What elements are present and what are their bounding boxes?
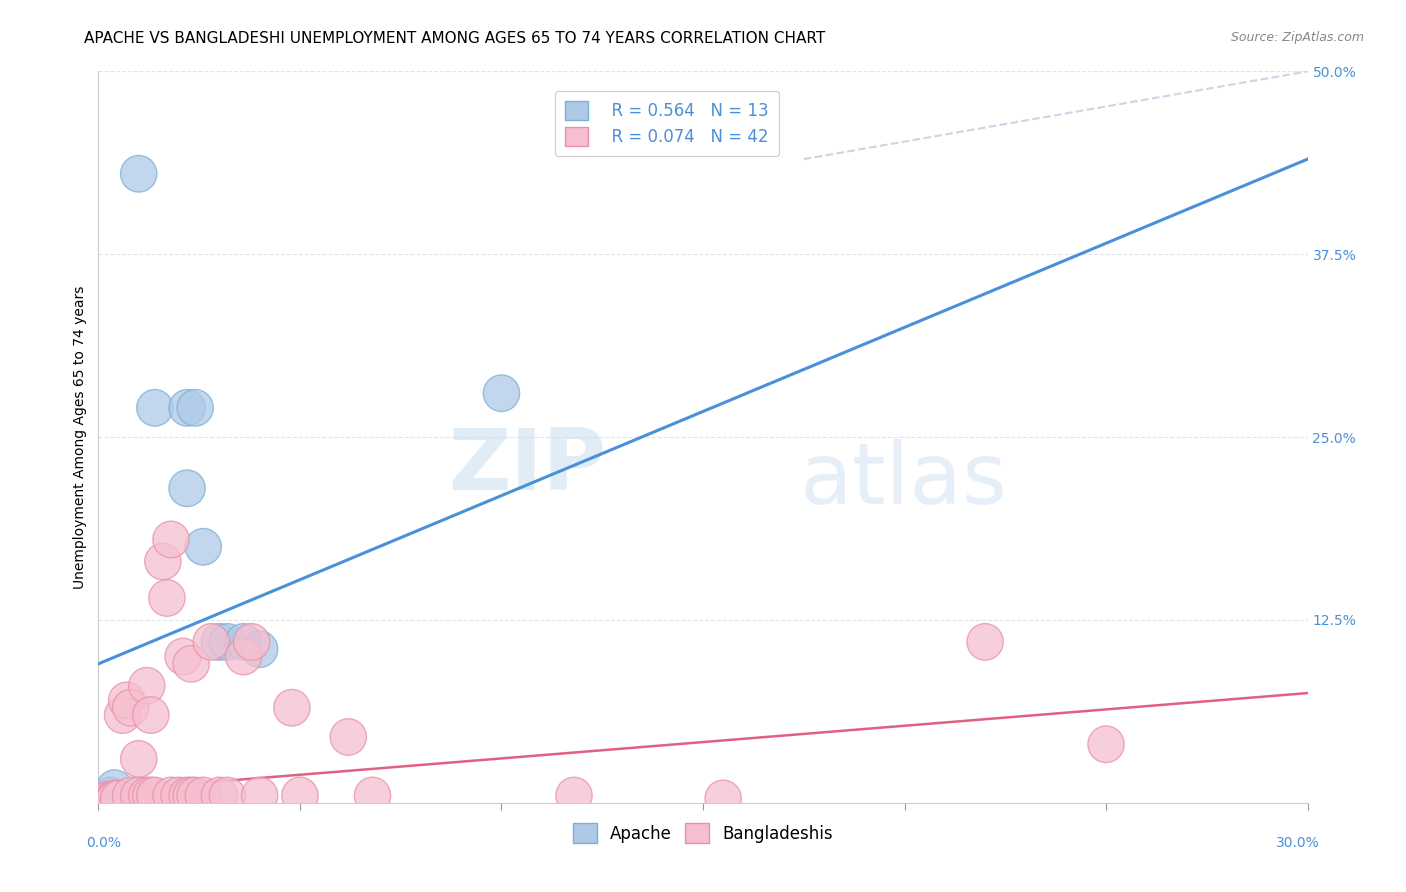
Ellipse shape xyxy=(121,155,157,192)
Ellipse shape xyxy=(242,777,278,814)
Ellipse shape xyxy=(153,521,190,558)
Ellipse shape xyxy=(281,777,318,814)
Ellipse shape xyxy=(93,777,129,814)
Ellipse shape xyxy=(201,777,238,814)
Ellipse shape xyxy=(225,624,262,660)
Ellipse shape xyxy=(104,697,141,733)
Ellipse shape xyxy=(209,777,246,814)
Ellipse shape xyxy=(165,639,201,674)
Ellipse shape xyxy=(136,777,173,814)
Ellipse shape xyxy=(149,580,186,616)
Ellipse shape xyxy=(225,639,262,674)
Ellipse shape xyxy=(193,624,229,660)
Ellipse shape xyxy=(153,777,190,814)
Ellipse shape xyxy=(100,780,136,817)
Legend: Apache, Bangladeshis: Apache, Bangladeshis xyxy=(567,817,839,849)
Ellipse shape xyxy=(1088,726,1125,763)
Ellipse shape xyxy=(100,781,136,818)
Ellipse shape xyxy=(555,777,592,814)
Ellipse shape xyxy=(173,646,209,682)
Ellipse shape xyxy=(177,390,214,426)
Ellipse shape xyxy=(97,770,132,806)
Ellipse shape xyxy=(330,719,367,756)
Ellipse shape xyxy=(129,777,165,814)
Ellipse shape xyxy=(136,390,173,426)
Ellipse shape xyxy=(169,777,205,814)
Ellipse shape xyxy=(704,780,741,817)
Ellipse shape xyxy=(169,470,205,507)
Ellipse shape xyxy=(93,781,129,818)
Text: 30.0%: 30.0% xyxy=(1275,836,1320,850)
Ellipse shape xyxy=(129,667,165,704)
Ellipse shape xyxy=(186,528,221,566)
Text: ZIP: ZIP xyxy=(449,425,606,508)
Ellipse shape xyxy=(186,777,221,814)
Ellipse shape xyxy=(173,777,209,814)
Ellipse shape xyxy=(121,740,157,777)
Ellipse shape xyxy=(177,777,214,814)
Text: APACHE VS BANGLADESHI UNEMPLOYMENT AMONG AGES 65 TO 74 YEARS CORRELATION CHART: APACHE VS BANGLADESHI UNEMPLOYMENT AMONG… xyxy=(84,31,825,46)
Ellipse shape xyxy=(354,777,391,814)
Ellipse shape xyxy=(108,682,145,719)
Ellipse shape xyxy=(112,690,149,726)
Ellipse shape xyxy=(233,624,270,660)
Ellipse shape xyxy=(132,697,169,733)
Ellipse shape xyxy=(145,543,181,580)
Ellipse shape xyxy=(209,624,246,660)
Ellipse shape xyxy=(169,390,205,426)
Text: Source: ZipAtlas.com: Source: ZipAtlas.com xyxy=(1230,31,1364,45)
Ellipse shape xyxy=(274,690,311,726)
Text: atlas: atlas xyxy=(800,440,1008,523)
Ellipse shape xyxy=(121,777,157,814)
Ellipse shape xyxy=(484,375,520,411)
Ellipse shape xyxy=(967,624,1004,660)
Ellipse shape xyxy=(89,781,125,818)
Y-axis label: Unemployment Among Ages 65 to 74 years: Unemployment Among Ages 65 to 74 years xyxy=(73,285,87,589)
Ellipse shape xyxy=(97,781,132,818)
Ellipse shape xyxy=(242,631,278,667)
Ellipse shape xyxy=(201,624,238,660)
Ellipse shape xyxy=(97,780,132,817)
Text: 0.0%: 0.0% xyxy=(86,836,121,850)
Ellipse shape xyxy=(112,777,149,814)
Ellipse shape xyxy=(132,777,169,814)
Ellipse shape xyxy=(160,777,197,814)
